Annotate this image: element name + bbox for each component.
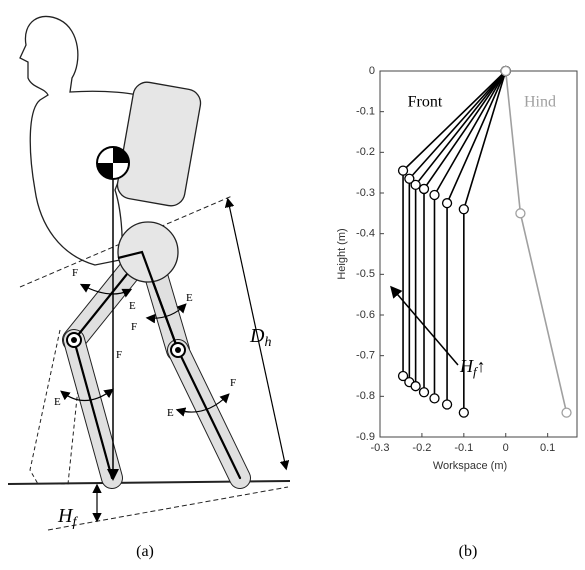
joint-point — [399, 166, 408, 175]
dh-subscript: h — [264, 335, 271, 350]
e-label: E — [129, 300, 136, 312]
annotation-symbol: H — [459, 356, 474, 376]
foot-line — [48, 487, 288, 530]
caption: (b) — [459, 543, 478, 560]
y-axis-label: Height (m) — [336, 228, 348, 279]
e-label: E — [54, 396, 61, 408]
knee-joint — [175, 347, 181, 353]
dh-symbol: D — [249, 325, 265, 347]
caption: (a) — [136, 543, 154, 560]
figure: F E F E F E F E Dh Hf (a) Height (m) Wor… — [0, 0, 585, 570]
joint-point — [501, 67, 510, 76]
y-tick-label: -0.6 — [356, 309, 375, 321]
annotation: Hf↑ — [459, 356, 486, 379]
joint-point — [516, 209, 525, 218]
f-label: F — [72, 267, 78, 279]
joint-point — [411, 180, 420, 189]
com-symbol — [97, 147, 129, 179]
y-tick-label: -0.2 — [356, 146, 375, 158]
knee-joint — [71, 337, 77, 343]
e-label: E — [167, 407, 174, 419]
joint-point — [430, 394, 439, 403]
f-label: F — [116, 349, 122, 361]
y-tick-label: -0.4 — [356, 228, 375, 240]
f-label: F — [131, 321, 137, 333]
joint-point — [420, 184, 429, 193]
x-tick-label: 0 — [503, 442, 509, 454]
joint-point — [562, 408, 571, 417]
x-axis-label: Workspace (m) — [433, 460, 507, 472]
joint-point — [420, 388, 429, 397]
y-tick-label: -0.5 — [356, 268, 375, 280]
y-tick-label: 0 — [369, 65, 375, 77]
legend-label: Front — [408, 94, 443, 111]
chart: Height (m) Workspace (m) 0 -0.1 -0.2 -0.3 -0… — [336, 65, 577, 472]
hf-symbol: H — [57, 505, 74, 527]
annotation-arrow-glyph: ↑ — [477, 356, 486, 376]
joint-point — [430, 191, 439, 200]
x-tick-label: -0.2 — [412, 442, 431, 454]
y-tick-label: -0.3 — [356, 187, 375, 199]
hf-label: Hf — [57, 505, 78, 530]
hip-joint — [118, 222, 178, 282]
joint-point — [443, 199, 452, 208]
joint-point — [459, 205, 468, 214]
hf-subscript: f — [72, 515, 78, 530]
y-tick-label: -0.1 — [356, 106, 375, 118]
x-tick-label: -0.3 — [371, 442, 390, 454]
joint-point — [411, 382, 420, 391]
joint-point — [459, 408, 468, 417]
x-tick-label: -0.1 — [454, 442, 473, 454]
legend-label: Hind — [524, 94, 556, 111]
e-label: E — [186, 292, 193, 304]
y-tick-label: -0.8 — [356, 390, 375, 402]
dh-label: Dh — [249, 325, 271, 350]
joint-point — [443, 400, 452, 409]
x-tick-label: 0.1 — [540, 442, 555, 454]
f-label: F — [230, 377, 236, 389]
y-tick-label: -0.7 — [356, 350, 375, 362]
illustration: F E F E F E F E Dh Hf (a) — [8, 16, 290, 560]
legs — [74, 252, 240, 478]
